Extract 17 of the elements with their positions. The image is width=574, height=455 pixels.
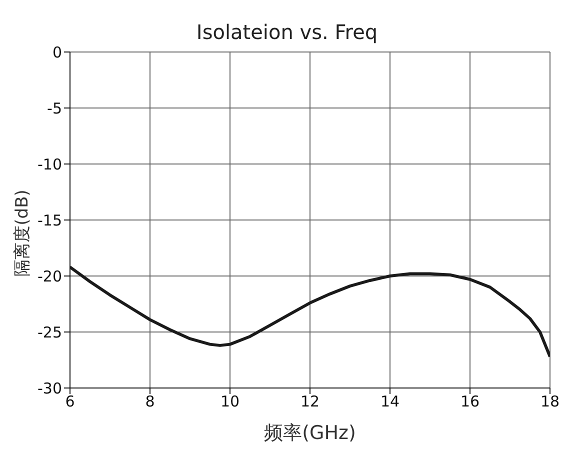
y-tick-label: 0 — [52, 43, 62, 62]
x-tick-label: 6 — [65, 392, 75, 411]
chart-title: Isolateion vs. Freq — [195, 20, 379, 44]
y-tick-label: -20 — [38, 267, 62, 286]
x-tick-label: 10 — [220, 392, 240, 411]
y-tick-label: -5 — [47, 99, 62, 118]
x-axis-title: 频率(GHz) — [264, 422, 356, 444]
x-tick-label: 8 — [145, 392, 155, 411]
y-tick-label: -30 — [38, 379, 62, 398]
y-tick-label: -15 — [38, 211, 62, 230]
y-axis-title: 隔离度(dB) — [12, 190, 34, 276]
x-tick-label: 18 — [540, 392, 560, 411]
y-tick-label: -10 — [38, 155, 62, 174]
y-tick-label: -25 — [38, 323, 62, 342]
x-tick-label: 12 — [300, 392, 320, 411]
x-tick-label: 14 — [380, 392, 400, 411]
x-tick-label: 16 — [460, 392, 480, 411]
